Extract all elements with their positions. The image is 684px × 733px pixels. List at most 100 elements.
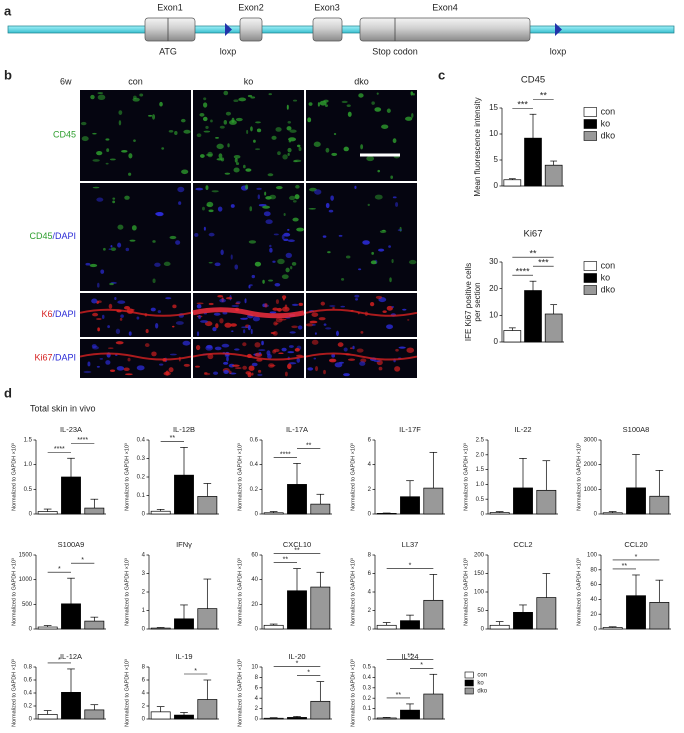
stain-signal bbox=[340, 278, 345, 281]
stain-signal bbox=[219, 125, 225, 129]
significance-label: *** bbox=[538, 258, 549, 268]
row-label: CD45/DAPI bbox=[29, 231, 76, 241]
stain-signal bbox=[206, 201, 214, 208]
stain-signal bbox=[354, 294, 360, 298]
y-tick-label: 0.2 bbox=[24, 704, 33, 710]
y-axis-label: IFE Ki67 positive cells bbox=[464, 263, 473, 341]
bar bbox=[489, 512, 510, 515]
stain-signal bbox=[152, 278, 156, 284]
y-tick-label: 2 bbox=[142, 590, 146, 596]
stain-signal bbox=[225, 111, 231, 116]
stain-signal bbox=[218, 153, 223, 159]
stain-signal bbox=[264, 191, 267, 196]
y-axis-label: Normalized to GAPDH ×10³ bbox=[350, 659, 356, 727]
y-tick-label: 20 bbox=[251, 602, 258, 608]
stain-signal bbox=[243, 164, 246, 169]
significance-label: ** bbox=[622, 563, 628, 570]
y-tick-label: 2 bbox=[142, 704, 146, 710]
bar bbox=[197, 608, 218, 630]
stain-signal bbox=[144, 343, 150, 348]
stain-signal bbox=[80, 121, 87, 126]
stain-signal bbox=[245, 168, 252, 172]
significance-label: ** bbox=[306, 442, 312, 449]
stain-signal bbox=[308, 102, 313, 106]
exon bbox=[359, 17, 531, 42]
y-tick-label: 0.6 bbox=[24, 678, 33, 684]
bar bbox=[536, 597, 557, 630]
stain-signal bbox=[234, 157, 238, 163]
stain-signal bbox=[92, 186, 100, 189]
stain-signal bbox=[287, 147, 292, 153]
bar bbox=[37, 511, 58, 515]
stain-signal bbox=[200, 320, 208, 323]
stain-signal bbox=[333, 133, 337, 136]
y-tick-label: 0 bbox=[142, 512, 146, 518]
stain-signal bbox=[247, 94, 253, 98]
stain-signal bbox=[329, 305, 336, 307]
stain-signal bbox=[216, 158, 223, 161]
y-axis-label: Normalized to GAPDH ×10³ bbox=[11, 558, 17, 626]
stain-signal bbox=[175, 321, 184, 325]
stain-signal bbox=[298, 146, 302, 152]
stain-signal bbox=[358, 268, 362, 271]
stain-signal bbox=[257, 373, 263, 377]
stain-signal bbox=[130, 308, 135, 311]
bar bbox=[400, 709, 420, 720]
feature-label: ATG bbox=[159, 46, 177, 56]
bar bbox=[263, 717, 284, 720]
stain-signal bbox=[262, 279, 265, 284]
stain-signal bbox=[129, 239, 136, 242]
legend-swatch bbox=[464, 671, 474, 679]
legend-label: con bbox=[601, 106, 616, 116]
stain-signal bbox=[159, 101, 163, 107]
stain-signal bbox=[128, 153, 133, 159]
stain-signal bbox=[215, 137, 219, 139]
bar bbox=[174, 474, 194, 515]
stain-signal bbox=[319, 100, 327, 106]
y-tick-label: 0 bbox=[594, 627, 598, 633]
y-tick-label: 0 bbox=[255, 512, 259, 518]
y-tick-label: 2 bbox=[368, 608, 372, 614]
stain-signal bbox=[105, 138, 110, 141]
stain-signal bbox=[105, 360, 111, 365]
chart-title: IL-17A bbox=[286, 425, 308, 434]
stain-signal bbox=[257, 194, 261, 200]
stain-signal bbox=[228, 370, 232, 374]
stain-signal bbox=[312, 324, 316, 326]
stain-signal bbox=[390, 175, 394, 179]
stain-signal bbox=[307, 367, 314, 371]
y-axis-label: Normalized to GAPDH ×10³ bbox=[11, 443, 17, 511]
stain-signal bbox=[375, 295, 383, 300]
legend-swatch bbox=[583, 107, 597, 117]
significance-label: *** bbox=[517, 100, 528, 110]
stain-signal bbox=[139, 93, 144, 97]
column-label: dko bbox=[354, 76, 369, 86]
stain-signal bbox=[97, 327, 100, 332]
stain-signal bbox=[354, 185, 357, 190]
legend-swatch bbox=[583, 131, 597, 141]
stain-signal bbox=[406, 347, 415, 353]
bar bbox=[503, 330, 522, 343]
stain-signal bbox=[233, 154, 241, 159]
legend-label: dko bbox=[601, 130, 616, 140]
legend-swatch bbox=[583, 119, 597, 129]
stain-signal bbox=[269, 247, 273, 253]
bar bbox=[602, 512, 623, 515]
exon bbox=[144, 17, 196, 42]
stain-signal bbox=[287, 120, 292, 124]
stain-signal bbox=[198, 315, 201, 320]
stain-signal bbox=[161, 147, 165, 150]
stain-signal bbox=[229, 120, 237, 125]
significance-label: * bbox=[58, 657, 61, 664]
stain-signal bbox=[203, 226, 206, 231]
stain-signal bbox=[272, 260, 276, 263]
y-tick-label: 0 bbox=[494, 181, 499, 190]
y-tick-label: 0.3 bbox=[363, 685, 372, 691]
stain-signal bbox=[244, 298, 247, 304]
stain-signal bbox=[323, 369, 326, 375]
y-tick-label: 10 bbox=[489, 310, 498, 319]
stain-signal bbox=[196, 133, 202, 138]
stain-signal bbox=[284, 371, 288, 377]
bar bbox=[626, 595, 646, 630]
stain-signal bbox=[258, 349, 266, 352]
